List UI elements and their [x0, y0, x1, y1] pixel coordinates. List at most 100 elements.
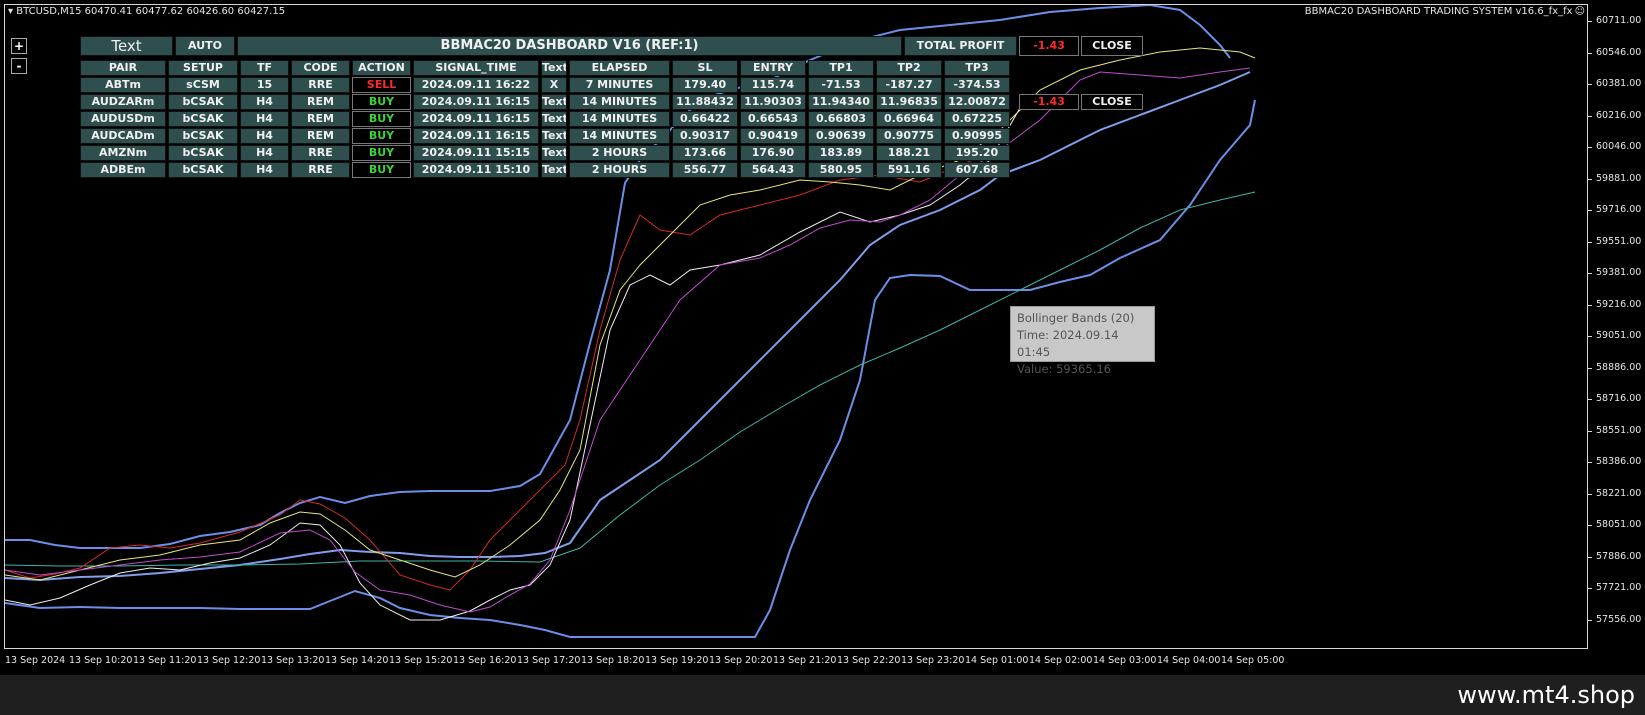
column-header: TP2: [876, 60, 942, 76]
table-cell-code: RRE: [291, 162, 350, 178]
column-header: ENTRY: [740, 60, 806, 76]
price-tick: 58051.00: [1586, 519, 1642, 530]
table-cell-tp2: 591.16: [876, 162, 942, 178]
smiley-icon: ☺: [1574, 6, 1585, 17]
table-cell-pair[interactable]: ABTm: [80, 77, 166, 93]
price-tick: 58386.00: [1586, 456, 1642, 467]
table-cell-tp2: -187.27: [876, 77, 942, 93]
table-cell-code: RRE: [291, 145, 350, 161]
table-cell-setup: bCSAK: [168, 111, 238, 127]
time-tick: 13 Sep 23:20: [901, 655, 965, 666]
table-cell-pair[interactable]: AUDUSDm: [80, 111, 166, 127]
price-tick: 58716.00: [1586, 393, 1642, 404]
price-tick: 59216.00: [1586, 298, 1642, 310]
price-tick: 60216.00: [1586, 109, 1642, 121]
table-cell-tp1: 11.94340: [808, 94, 874, 110]
table-cell-pair[interactable]: AUDCADm: [80, 128, 166, 144]
table-cell-entry: 115.74: [740, 77, 806, 93]
table-cell-tp3: 607.68: [944, 162, 1010, 178]
time-tick: 13 Sep 15:20: [389, 655, 453, 666]
bollinger-middle-line: [4, 71, 1251, 582]
table-cell-tf: H4: [240, 94, 289, 110]
time-tick: 14 Sep 03:00: [1093, 655, 1157, 666]
price-chart[interactable]: ▾ BTCUSD,M15 60470.41 60477.62 60426.60 …: [0, 0, 1645, 675]
table-cell-tp2: 0.90775: [876, 128, 942, 144]
column-header: SIGNAL_TIME: [413, 60, 539, 76]
price-tick: 59051.00: [1586, 330, 1642, 341]
table-cell-tp3: 0.90995: [944, 128, 1010, 144]
column-header: TP1: [808, 60, 874, 76]
table-cell-setup: bCSAK: [168, 94, 238, 110]
tooltip-indicator-name: Bollinger Bands (20): [1017, 311, 1135, 325]
zoom-in-button[interactable]: +: [11, 38, 27, 54]
bollinger-upper-line: [5, 3, 1231, 549]
table-cell-setup: bCSAK: [168, 128, 238, 144]
auto-button[interactable]: AUTO: [175, 36, 235, 56]
price-tick: 59716.00: [1586, 204, 1642, 215]
dashboard-title: BBMAC20 DASHBOARD V16 (REF:1): [237, 36, 902, 56]
table-cell-tp3: 12.00872: [944, 94, 1010, 110]
table-cell-elapsed: 2 HOURS: [569, 145, 670, 161]
dropdown-triangle-icon[interactable]: ▾: [8, 6, 14, 17]
total-profit-label: TOTAL PROFIT: [904, 36, 1017, 56]
bollinger-lower-line: [4, 99, 1256, 638]
table-cell-pair[interactable]: ADBEm: [80, 162, 166, 178]
table-cell-sl: 0.66422: [672, 111, 738, 127]
column-header: Text: [541, 60, 567, 76]
price-tick: 57721.00: [1586, 582, 1642, 593]
watermark-text: www.mt4.shop: [1457, 681, 1635, 709]
table-cell-elapsed: 14 MINUTES: [569, 94, 670, 110]
table-cell-tp1: -71.53: [808, 77, 874, 93]
table-cell-action: BUY: [352, 145, 411, 161]
table-cell-tf: H4: [240, 162, 289, 178]
table-cell-pair[interactable]: AUDZARm: [80, 94, 166, 110]
column-header: SETUP: [168, 60, 238, 76]
teal-ma-line: [4, 191, 1256, 567]
plot-frame: [4, 4, 1588, 649]
time-tick: 14 Sep 01:00: [965, 655, 1029, 666]
table-cell-entry: 0.90419: [740, 128, 806, 144]
close-all-button[interactable]: CLOSE: [1081, 36, 1143, 56]
time-tick: 13 Sep 13:20: [261, 655, 325, 666]
row-profit-value: -1.43: [1019, 94, 1079, 110]
symbol-quote: BTCUSD,M15 60470.41 60477.62 60426.60 60…: [16, 6, 286, 17]
table-cell-pair[interactable]: AMZNm: [80, 145, 166, 161]
column-header: PAIR: [80, 60, 166, 76]
table-cell-action: BUY: [352, 111, 411, 127]
table-cell-tp3: -374.53: [944, 77, 1010, 93]
price-axis: 60711.00 60546.00 60381.00 60216.00 60046.00…: [1586, 0, 1645, 675]
table-cell-signal_time: 2024.09.11 16:15: [413, 94, 539, 110]
table-cell-code: RRE: [291, 77, 350, 93]
table-cell-entry: 0.66543: [740, 111, 806, 127]
time-tick: 13 Sep 12:20: [197, 655, 261, 666]
table-cell-sl: 11.88432: [672, 94, 738, 110]
total-profit-value: -1.43: [1019, 36, 1079, 56]
column-header: ELAPSED: [569, 60, 670, 76]
table-cell-code: REM: [291, 111, 350, 127]
table-cell-code: REM: [291, 94, 350, 110]
price-tick: 59381.00: [1586, 267, 1642, 278]
tooltip-time: Time: 2024.09.14 01:45: [1017, 328, 1119, 359]
zoom-out-button[interactable]: -: [11, 58, 27, 74]
time-tick: 13 Sep 17:20: [517, 655, 581, 666]
price-tick: 57556.00: [1586, 613, 1642, 625]
indicator-tooltip: Bollinger Bands (20) Time: 2024.09.14 01…: [1010, 306, 1155, 376]
table-cell-sl: 556.77: [672, 162, 738, 178]
table-cell-action: BUY: [352, 128, 411, 144]
time-tick: 13 Sep 2024: [5, 655, 66, 666]
time-tick: 14 Sep 04:00: [1157, 655, 1221, 666]
text-button[interactable]: Text: [80, 36, 173, 56]
column-header: CODE: [291, 60, 350, 76]
row-close-button[interactable]: CLOSE: [1081, 94, 1143, 110]
table-cell-action: BUY: [352, 162, 411, 178]
time-tick: 14 Sep 02:00: [1029, 655, 1093, 666]
price-tick: 57886.00: [1586, 550, 1642, 562]
table-cell-tp1: 183.89: [808, 145, 874, 161]
table-cell-sl: 0.90317: [672, 128, 738, 144]
time-tick: 14 Sep 05:00: [1221, 655, 1285, 666]
table-cell-text: Text: [541, 128, 567, 144]
table-cell-tp1: 0.90639: [808, 128, 874, 144]
table-cell-tp2: 11.96835: [876, 94, 942, 110]
table-cell-signal_time: 2024.09.11 16:15: [413, 111, 539, 127]
white-line: [4, 97, 1051, 621]
